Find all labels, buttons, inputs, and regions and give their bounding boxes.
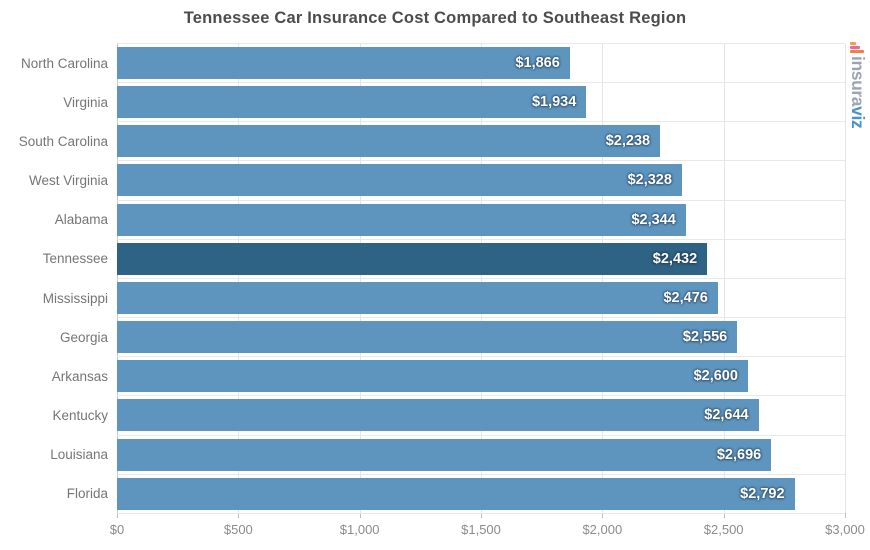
x-axis: $0 $500 $1,000 $1,500 $2,000 $2,500 $3,000 xyxy=(110,513,865,547)
x-tick-label: $1,000 xyxy=(339,522,380,537)
category-label-florida: Florida xyxy=(66,486,108,502)
bar-value-label: $2,556 xyxy=(682,329,728,346)
bar-value-label: $2,644 xyxy=(704,407,749,424)
bar-chart-icon xyxy=(850,42,864,53)
insuraviz-logo[interactable]: insuraviz xyxy=(846,42,868,168)
x-tick-label: $3,000 xyxy=(825,522,865,537)
x-tick-mark xyxy=(238,513,240,518)
gridline xyxy=(845,44,846,514)
category-label-south-carolina: South Carolina xyxy=(18,133,108,149)
bar-florida[interactable]: $2,792 xyxy=(117,477,795,510)
category-label-tennessee: Tennessee xyxy=(42,251,108,267)
bar-virginia[interactable]: $1,934 xyxy=(117,86,587,119)
bar-row: South Carolina $2,238 xyxy=(19,122,845,162)
bar-row: Mississippi $2,476 xyxy=(43,279,845,319)
x-tick-label: $2,000 xyxy=(582,522,623,537)
bar-value-label: $2,792 xyxy=(740,485,785,502)
bar-row: Georgia $2,556 xyxy=(60,318,845,358)
bar-value-label: $2,238 xyxy=(605,133,651,150)
bar-row: Kentucky $2,644 xyxy=(52,396,845,436)
bar-value-label: $2,476 xyxy=(663,289,708,306)
category-label-louisiana: Louisiana xyxy=(50,447,108,463)
gridline xyxy=(238,44,240,514)
x-tick-mark xyxy=(117,513,118,518)
logo-text-primary: insura xyxy=(847,56,868,107)
x-tick-label: $0 xyxy=(109,522,125,537)
bar-south-carolina[interactable]: $2,238 xyxy=(117,125,661,158)
bar-value-label: $2,696 xyxy=(716,446,762,463)
bar-row: West Virginia $2,328 xyxy=(29,161,845,201)
gridline xyxy=(359,44,361,514)
category-label-kentucky: Kentucky xyxy=(52,407,108,423)
logo-text-secondary: viz xyxy=(847,106,868,129)
x-tick-mark xyxy=(845,513,846,518)
bar-row: Alabama $2,344 xyxy=(55,201,845,240)
category-label-alabama: Alabama xyxy=(54,212,108,228)
gridline xyxy=(723,44,725,514)
bar-value-label: $2,432 xyxy=(652,250,698,267)
gridline xyxy=(602,44,604,514)
bar-louisiana[interactable]: $2,696 xyxy=(117,438,772,471)
bar-value-label: $1,934 xyxy=(531,94,577,111)
x-tick-mark xyxy=(481,513,482,518)
bar-value-label: $2,600 xyxy=(693,368,738,385)
x-tick-mark xyxy=(602,513,604,518)
bar-kentucky[interactable]: $2,644 xyxy=(117,399,759,432)
bar-value-label: $1,866 xyxy=(515,55,560,71)
chart-title: Tennessee Car Insurance Cost Compared to… xyxy=(183,9,687,27)
bar-rows: North Carolina $1,866 Virginia $1,934 South … xyxy=(19,44,845,514)
bar-mississippi[interactable]: $2,476 xyxy=(117,281,718,314)
bar-row: Florida $2,792 xyxy=(67,475,845,514)
logo-text: insuraviz xyxy=(847,56,868,129)
category-label-north-carolina: North Carolina xyxy=(20,55,108,71)
x-tick-mark xyxy=(723,513,725,518)
bar-row: Arkansas $2,600 xyxy=(52,357,845,397)
bar-alabama[interactable]: $2,344 xyxy=(117,203,686,236)
gridline xyxy=(481,44,482,514)
bar-row: Louisiana $2,696 xyxy=(50,436,845,475)
bar-west-virginia[interactable]: $2,328 xyxy=(117,164,682,197)
bar-tennessee[interactable]: $2,432 xyxy=(117,242,708,275)
x-tick-label: $1,500 xyxy=(461,522,501,537)
category-label-georgia: Georgia xyxy=(59,329,108,345)
x-tick-label: $500 xyxy=(223,522,253,537)
category-label-west-virginia: West Virginia xyxy=(28,173,108,189)
category-label-virginia: Virginia xyxy=(63,94,108,110)
bar-row: Virginia $1,934 xyxy=(63,83,845,123)
category-label-mississippi: Mississippi xyxy=(42,290,108,306)
bar-value-label: $2,344 xyxy=(631,211,676,228)
bar-arkansas[interactable]: $2,600 xyxy=(117,360,748,393)
bar-north-carolina[interactable]: $1,866 xyxy=(117,47,570,79)
plot-area: North Carolina $1,866 Virginia $1,934 South … xyxy=(19,43,846,514)
x-tick-label: $2,500 xyxy=(703,522,744,537)
y-axis-line xyxy=(117,44,118,514)
x-tick-mark xyxy=(359,513,361,518)
bar-value-label: $2,328 xyxy=(627,172,672,189)
category-label-arkansas: Arkansas xyxy=(51,368,108,384)
bar-row: Tennessee $2,432 xyxy=(43,240,845,279)
bar-georgia[interactable]: $2,556 xyxy=(117,321,738,354)
bar-row: North Carolina $1,866 xyxy=(21,44,845,84)
